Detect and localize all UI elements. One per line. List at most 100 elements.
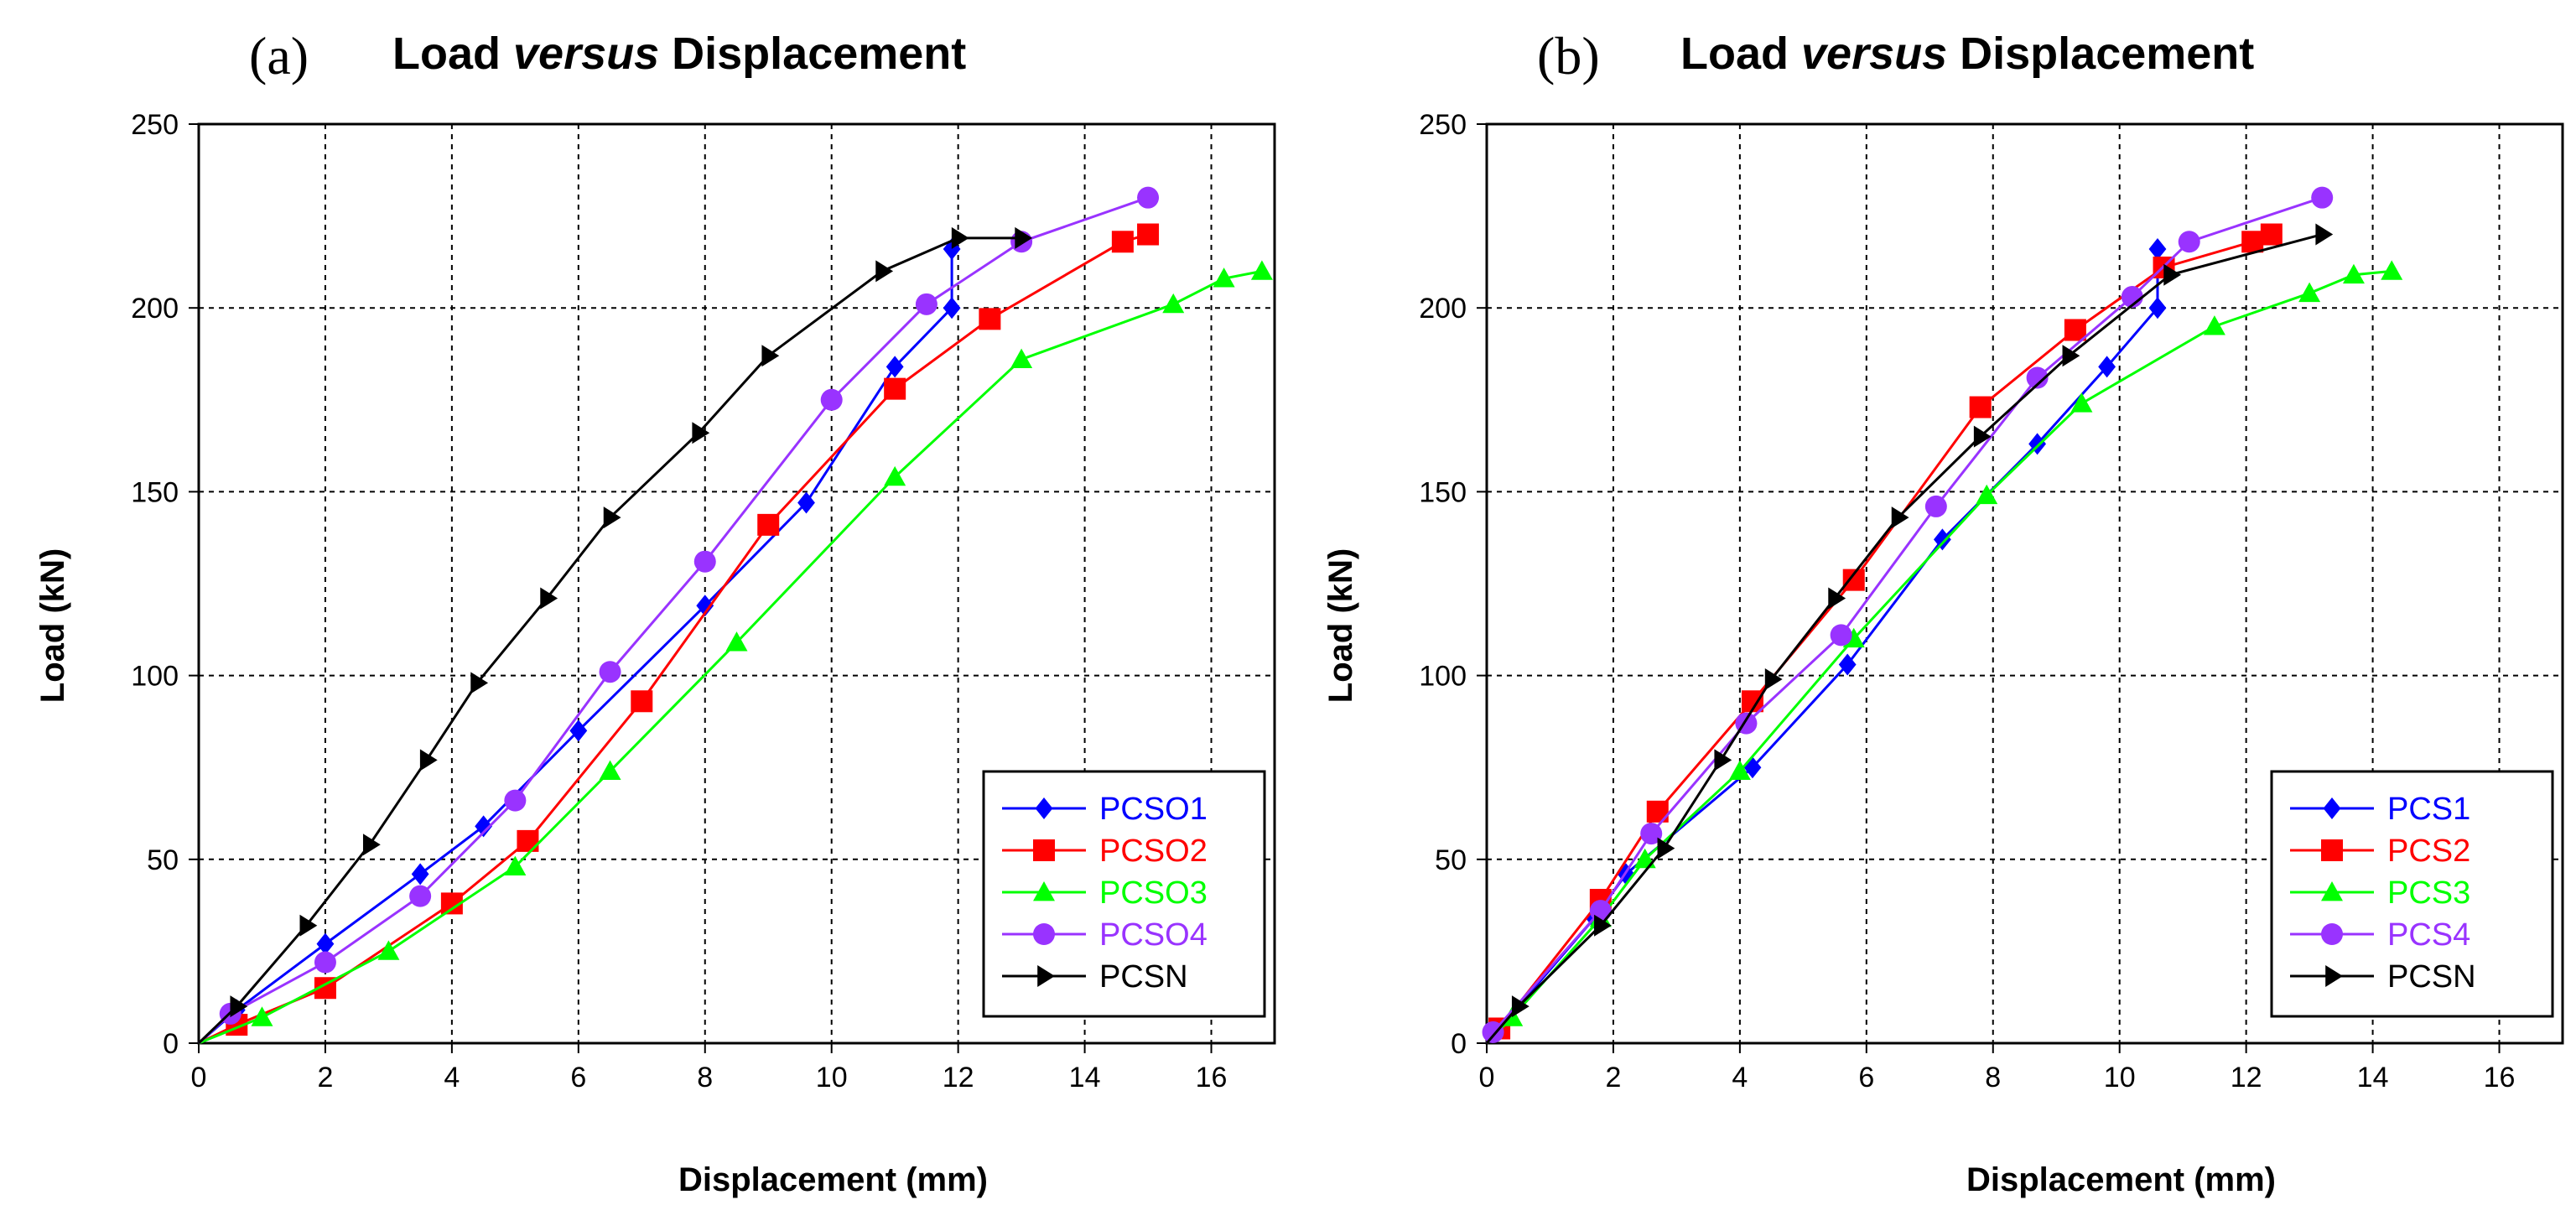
series-pcso3	[198, 260, 1273, 1045]
series-line	[1485, 269, 2392, 1045]
x-tick-label: 2	[317, 1062, 333, 1093]
x-tick-label: 4	[444, 1062, 460, 1093]
data-point	[377, 940, 400, 960]
data-point	[2163, 263, 2182, 286]
y-tick-label: 150	[131, 476, 179, 508]
x-tick-label: 0	[1479, 1062, 1495, 1093]
x-tick-label: 2	[1605, 1062, 1621, 1093]
data-point	[943, 297, 961, 319]
data-point	[820, 388, 843, 411]
data-point	[1891, 506, 1909, 529]
y-tick-label: 50	[147, 844, 179, 876]
panel-label: (a)	[249, 26, 309, 86]
legend-label: PCS2	[2387, 834, 2470, 869]
data-point	[2098, 356, 2116, 378]
data-point	[696, 595, 714, 617]
x-tick-label: 16	[1196, 1062, 1228, 1093]
x-tick-label: 12	[943, 1062, 974, 1093]
data-point	[915, 293, 937, 315]
y-tick-label: 0	[163, 1028, 179, 1060]
data-point	[2148, 238, 2167, 261]
legend-label: PCS3	[2387, 875, 2470, 911]
data-point	[1830, 624, 1852, 647]
data-point	[362, 834, 381, 856]
legend-label: PCSN	[2387, 959, 2476, 995]
y-tick-label: 0	[1451, 1028, 1467, 1060]
data-point	[470, 672, 489, 694]
y-tick-label: 200	[131, 293, 179, 325]
data-point	[979, 308, 1001, 330]
data-point	[251, 1006, 273, 1026]
data-point	[517, 829, 539, 852]
legend-label: PCS1	[2387, 792, 2470, 827]
data-point	[504, 789, 527, 812]
data-point	[2241, 231, 2264, 253]
legend-marker	[2323, 797, 2341, 819]
data-point	[419, 749, 438, 771]
data-point	[230, 995, 248, 1018]
data-point	[411, 863, 429, 886]
chart-title-part: Displacement	[659, 29, 966, 79]
data-point	[504, 855, 527, 875]
data-point	[1511, 995, 1530, 1018]
data-point	[475, 815, 493, 838]
legend-item: PCSO2	[1002, 834, 1208, 869]
data-point	[1137, 186, 1160, 209]
legend-label: PCSN	[1099, 959, 1188, 995]
chart-panel-b: (b) Load versus Displacement 0 2 4 6 8 10 12 14 16…	[1322, 26, 2564, 1198]
data-point	[569, 719, 588, 742]
data-point	[1976, 484, 1998, 505]
legend-item: PCS4	[2290, 917, 2470, 953]
legend-item: PCS3	[2290, 875, 2470, 911]
y-axis-label: Load (kN)	[34, 548, 71, 703]
data-point	[2026, 366, 2049, 389]
data-point	[757, 513, 780, 536]
data-point	[1137, 223, 1160, 246]
data-point	[761, 345, 780, 367]
legend-label: PCSO1	[1099, 792, 1208, 827]
y-axis-label: Load (kN)	[1322, 548, 1359, 703]
y-tick-label: 150	[1419, 476, 1467, 508]
y-tick-label: 250	[131, 109, 179, 141]
data-point	[2064, 319, 2086, 341]
legend-marker	[2321, 839, 2343, 861]
legend-marker	[2325, 965, 2343, 987]
x-tick-label: 6	[1858, 1062, 1874, 1093]
data-point	[1213, 267, 1235, 288]
x-tick-label: 4	[1732, 1062, 1748, 1093]
data-point	[2203, 315, 2225, 335]
chart-title-part: versus	[513, 29, 659, 79]
legend-label: PCSO3	[1099, 875, 1208, 911]
chart-title-part: Load	[1680, 29, 1801, 79]
legend-label: PCS4	[2387, 917, 2470, 953]
data-point	[1594, 914, 1612, 937]
data-point	[2178, 231, 2200, 253]
x-tick-label: 16	[2484, 1062, 2516, 1093]
data-point	[1250, 260, 1273, 280]
data-point	[2062, 345, 2080, 367]
y-tick-label: 250	[1419, 109, 1467, 141]
legend-marker	[1037, 965, 1055, 987]
data-point	[1838, 653, 1857, 676]
data-point	[1482, 1021, 1504, 1043]
series-pcsn	[1485, 223, 2334, 1044]
legend-marker	[2321, 923, 2343, 945]
data-point	[1933, 528, 1951, 551]
legend-marker	[2321, 881, 2343, 901]
data-point	[1589, 900, 1612, 922]
data-point	[1015, 226, 1033, 249]
data-point	[2381, 260, 2403, 280]
data-point	[1828, 587, 1846, 610]
data-point	[1111, 231, 1134, 253]
y-tick-label: 50	[1435, 844, 1467, 876]
data-point	[2311, 186, 2334, 209]
data-point	[951, 226, 969, 249]
data-point	[875, 260, 894, 283]
data-point	[692, 422, 710, 444]
legend-item: PCSN	[2290, 959, 2476, 995]
data-point	[1924, 495, 1947, 517]
chart-title-part: versus	[1801, 29, 1947, 79]
y-tick-label: 100	[131, 661, 179, 693]
x-tick-label: 8	[1985, 1062, 2001, 1093]
legend-marker	[1033, 881, 1055, 901]
